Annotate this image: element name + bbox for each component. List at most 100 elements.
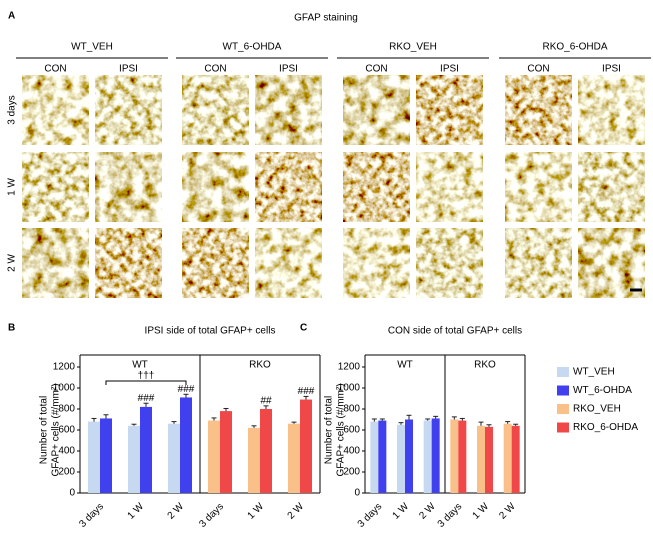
legend-swatch: [557, 385, 569, 396]
y-axis-title: Number of total: [39, 396, 50, 464]
y-tick-label: 1000: [338, 383, 361, 394]
panel-label: C: [300, 323, 307, 334]
bar: [300, 399, 312, 493]
micrograph: [578, 228, 645, 298]
micrograph: [255, 228, 322, 298]
bar: [503, 423, 512, 493]
micrograph: [182, 75, 249, 145]
y-tick-label: 1000: [53, 383, 76, 394]
bar: [288, 423, 300, 493]
bar: [397, 424, 405, 493]
bar: [450, 419, 459, 493]
micrograph: [22, 152, 89, 222]
micrograph: [22, 75, 89, 145]
bar: [378, 420, 387, 493]
legend-label: WT_6-OHDA: [573, 385, 632, 396]
bar: [477, 425, 485, 493]
bar: [100, 418, 112, 493]
y-tick-label: 0: [69, 488, 75, 499]
micrograph: [505, 228, 572, 298]
group-label: RKO: [474, 360, 496, 371]
y-tick-label: 1200: [338, 362, 361, 373]
group-label: RKO_VEH: [389, 42, 437, 53]
y-tick-label: 600: [58, 425, 75, 436]
y-axis-title: GFAP+ cells (#/mm²): [51, 383, 62, 476]
y-tick-label: 800: [58, 404, 75, 415]
micrograph: [343, 75, 410, 145]
side-label: CON: [44, 64, 66, 75]
side-label: IPSI: [279, 64, 298, 75]
micrograph: [343, 152, 410, 222]
y-tick-label: 400: [343, 446, 360, 457]
bar: [128, 425, 140, 493]
micrograph: [343, 228, 410, 298]
bar: [140, 406, 152, 493]
micrograph: [416, 228, 483, 298]
x-tick-label: 1 W: [126, 501, 147, 522]
micrograph: [255, 152, 322, 222]
group-label: WT_6-OHDA: [223, 42, 282, 53]
side-label: CON: [365, 64, 387, 75]
chart-title: IPSI side of total GFAP+ cells: [145, 326, 276, 337]
side-label: IPSI: [602, 64, 621, 75]
legend-swatch: [557, 404, 569, 414]
significance: ###: [178, 384, 195, 395]
significance: ###: [138, 393, 155, 404]
x-tick-label: 2 W: [497, 501, 518, 522]
micrograph: [505, 152, 572, 222]
x-tick-label: 2 W: [286, 501, 307, 522]
legend-label: RKO_VEH: [573, 404, 621, 415]
bar: [431, 418, 440, 493]
micrograph: [22, 228, 89, 298]
micrograph: [416, 75, 483, 145]
micrograph: [182, 152, 249, 222]
x-tick-label: 2 W: [417, 501, 438, 522]
y-tick-label: 0: [354, 488, 360, 499]
row-label: 2 W: [7, 254, 18, 272]
micrograph: [416, 152, 483, 222]
bar: [458, 420, 467, 493]
bar: [168, 423, 180, 493]
x-tick-label: 3 days: [197, 501, 226, 530]
bar: [485, 426, 493, 493]
x-tick-label: 1 W: [471, 501, 492, 522]
bracket-label: †††: [138, 371, 155, 382]
y-tick-label: 400: [58, 446, 75, 457]
x-tick-label: 3 days: [436, 501, 465, 530]
bar: [405, 419, 413, 493]
x-tick-label: 1 W: [246, 501, 267, 522]
significance: ###: [298, 386, 315, 397]
micrograph: [95, 152, 162, 222]
group-label: WT: [397, 360, 413, 371]
micrograph: [182, 228, 249, 298]
micrograph: [578, 75, 645, 145]
micrograph: [255, 75, 322, 145]
legend-swatch: [557, 367, 569, 377]
side-label: CON: [204, 64, 226, 75]
group-label: WT: [132, 360, 148, 371]
bar: [208, 420, 220, 493]
y-tick-label: 600: [343, 425, 360, 436]
bar: [220, 411, 232, 493]
legend-swatch: [557, 422, 569, 433]
bar: [370, 421, 379, 493]
x-tick-label: 2 W: [166, 501, 187, 522]
x-tick-label: 3 days: [356, 501, 385, 530]
side-label: IPSI: [440, 64, 459, 75]
y-tick-label: 200: [343, 467, 360, 478]
bar: [180, 397, 192, 493]
x-tick-label: 3 days: [77, 501, 106, 530]
micrograph: [578, 152, 645, 222]
y-tick-label: 1200: [53, 362, 76, 373]
bar: [511, 425, 520, 493]
side-label: CON: [527, 64, 549, 75]
significance: ##: [260, 395, 272, 406]
group-label: RKO_6-OHDA: [542, 42, 607, 53]
row-label: 3 days: [7, 95, 18, 124]
bar: [248, 427, 260, 493]
group-label: RKO: [249, 360, 271, 371]
x-tick-label: 1 W: [391, 501, 412, 522]
micrograph: [95, 75, 162, 145]
micrograph: [95, 228, 162, 298]
